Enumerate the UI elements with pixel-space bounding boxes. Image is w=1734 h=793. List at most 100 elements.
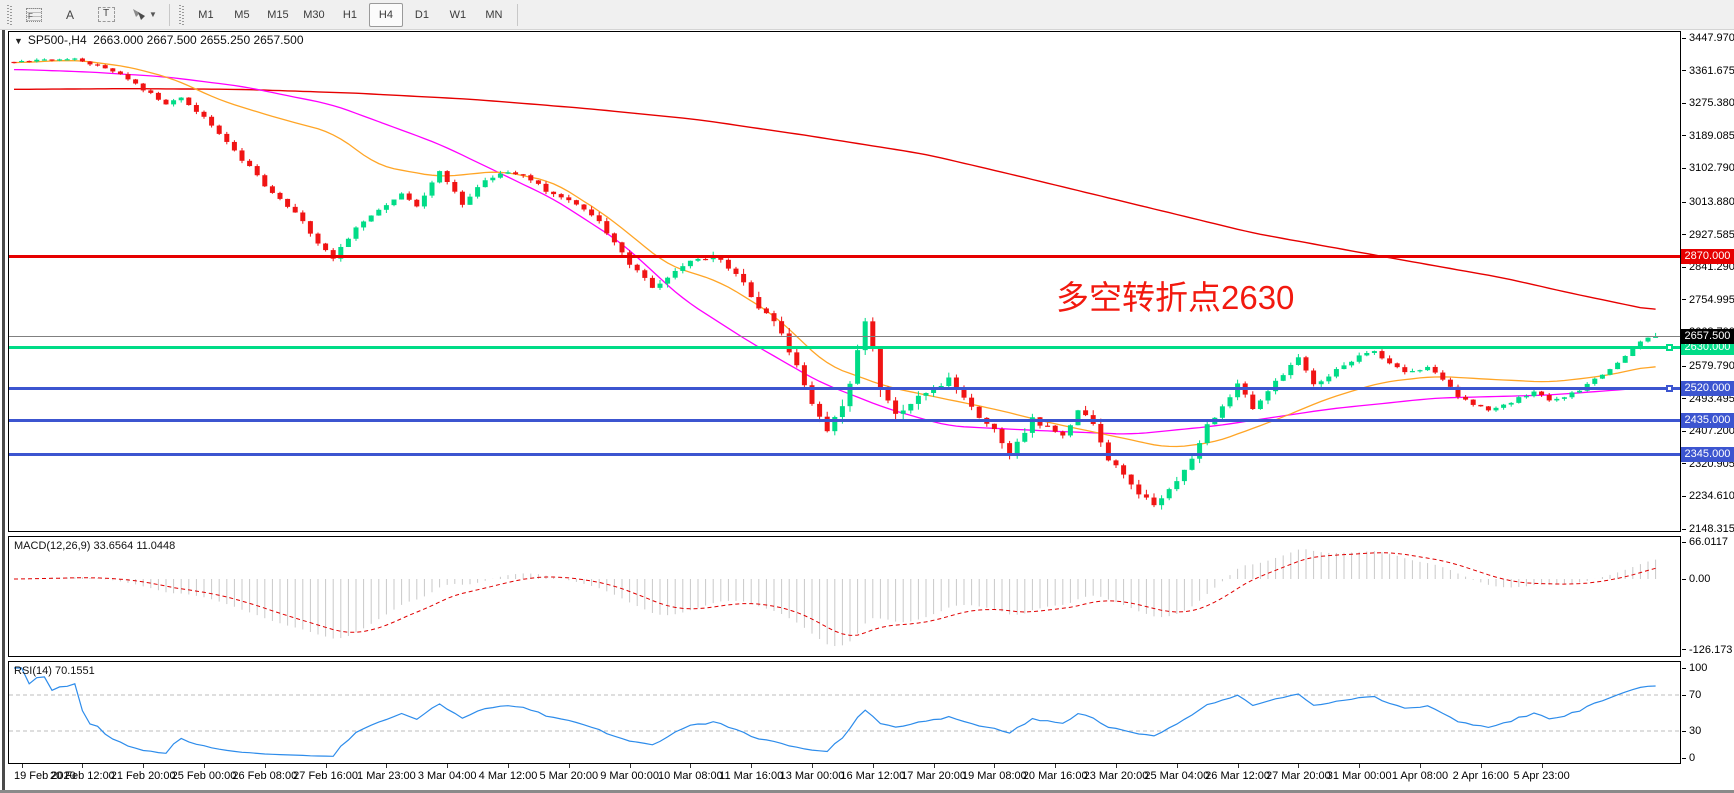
candle-body — [817, 403, 823, 417]
candle-body — [307, 221, 313, 234]
candle-body — [1447, 379, 1453, 387]
candle-body — [801, 365, 807, 386]
price-chart-panel[interactable] — [8, 31, 1681, 532]
time-tick-label: 25 Mar 04:00 — [1144, 770, 1210, 782]
time-tick-mark — [690, 764, 692, 768]
candle-body — [414, 199, 420, 207]
horizontal-line-support-2435[interactable] — [9, 419, 1680, 423]
timeframe-button-M30[interactable]: M30 — [303, 8, 325, 21]
macd-canvas[interactable] — [9, 537, 1680, 656]
arrows-tool-button[interactable]: ▼ — [125, 3, 163, 27]
macd-axis-tick: 0.00 — [1682, 573, 1710, 585]
candle-body — [1523, 396, 1529, 398]
periods-drag-handle[interactable] — [178, 4, 184, 25]
candle-body — [634, 264, 640, 271]
time-tick-mark — [1298, 764, 1300, 768]
timeframe-button-MN[interactable]: MN — [485, 8, 503, 21]
time-tick-mark — [447, 764, 449, 768]
candle-body — [1516, 397, 1522, 403]
candle-body — [1402, 367, 1408, 373]
candle-body — [323, 243, 329, 251]
candle-body — [406, 193, 412, 200]
text-label-icon: A — [65, 7, 74, 22]
time-tick-mark — [386, 764, 388, 768]
fibonacci-tool-button[interactable]: F — [17, 3, 51, 27]
candle-body — [1174, 481, 1180, 490]
price-tick: 2841.290 — [1682, 261, 1734, 273]
chart-title[interactable]: ▼ SP500-,H4 2663.000 2667.500 2655.250 26… — [14, 33, 304, 47]
candle-body — [383, 205, 389, 210]
candle-body — [771, 313, 777, 322]
timeframe-button-M1[interactable]: M1 — [198, 8, 214, 21]
time-tick-mark — [143, 764, 145, 768]
chevron-down-icon: ▼ — [14, 36, 23, 46]
candle-body — [482, 180, 488, 188]
candle-body — [254, 166, 260, 176]
candle-body — [1166, 489, 1172, 499]
text-label-tool-button[interactable]: A — [53, 3, 87, 27]
horizontal-line-pivot-2630[interactable] — [9, 345, 1680, 349]
time-tick-mark — [1359, 764, 1361, 768]
candle-body — [178, 97, 184, 101]
price-tick: 2579.790 — [1682, 360, 1734, 372]
horizontal-line-support-2520[interactable] — [9, 387, 1680, 391]
candle-body — [1075, 410, 1081, 426]
candle-body — [915, 395, 921, 404]
time-tick-label: 27 Feb 16:00 — [293, 770, 359, 782]
time-tick-label: 9 Mar 00:00 — [600, 770, 659, 782]
candle-body — [277, 192, 283, 199]
candle-body — [87, 61, 93, 65]
timeframe-button-D1[interactable]: D1 — [414, 8, 429, 21]
candle-body — [786, 333, 792, 353]
candle-body — [429, 182, 435, 196]
timeframe-button-W1[interactable]: W1 — [449, 8, 467, 21]
candle-body — [125, 74, 131, 80]
candle-body — [619, 242, 625, 253]
timeframe-button-H1[interactable]: H1 — [342, 8, 357, 21]
candle-body — [1539, 391, 1545, 396]
horizontal-line-resistance-2870[interactable] — [9, 254, 1680, 258]
candle-body — [589, 209, 595, 216]
candle-body — [345, 238, 351, 247]
candle-body — [148, 90, 154, 93]
rsi-canvas[interactable] — [9, 662, 1680, 763]
candle-body — [931, 387, 937, 394]
rsi-panel[interactable] — [8, 661, 1681, 764]
time-tick-label: 3 Mar 04:00 — [417, 770, 477, 782]
text-box-tool-button[interactable]: T — [89, 3, 123, 27]
candle-body — [1493, 407, 1499, 411]
time-scale[interactable]: 19 Feb 2020 20 Feb 12:00 21 Feb 20:00 25 Fe… — [8, 764, 1681, 790]
price-tick: 2927.585 — [1682, 229, 1734, 241]
toolbar-drag-handle[interactable] — [7, 4, 12, 25]
chart-annotation-text[interactable]: 多空转折点2630 — [1056, 279, 1295, 316]
time-tick-mark — [508, 764, 509, 768]
candle-body — [239, 150, 245, 161]
candlestick-chart-canvas[interactable] — [9, 32, 1680, 531]
candle-body — [1197, 443, 1203, 459]
candle-body — [558, 194, 564, 198]
price-tick: 3275.380 — [1682, 97, 1734, 109]
candle-body — [1349, 361, 1355, 366]
candle-body — [1265, 391, 1271, 401]
candle-body — [1463, 396, 1469, 400]
candle-body — [41, 59, 47, 61]
macd-panel[interactable] — [8, 536, 1681, 657]
price-tick: 3361.675 — [1682, 65, 1734, 77]
timeframe-button-M5[interactable]: M5 — [234, 8, 250, 21]
line-handle[interactable] — [1666, 343, 1673, 351]
macd-axis-tick: -126.173 — [1682, 644, 1732, 656]
candle-body — [1569, 392, 1575, 398]
candle-body — [475, 187, 481, 197]
candle-body — [1409, 371, 1415, 373]
timeframe-button-M15[interactable]: M15 — [267, 8, 289, 21]
candle-body — [703, 258, 709, 261]
horizontal-line-bid-line[interactable] — [9, 336, 1680, 338]
price-level-label-2870.000: 2870.000 — [1681, 248, 1734, 264]
candle-body — [437, 171, 443, 183]
timeframe-button-H4[interactable]: H4 — [368, 2, 403, 27]
line-handle[interactable] — [1666, 385, 1673, 393]
price-tick: 3102.790 — [1682, 162, 1734, 174]
candle-body — [1045, 425, 1051, 427]
horizontal-line-support-2345[interactable] — [9, 453, 1680, 457]
